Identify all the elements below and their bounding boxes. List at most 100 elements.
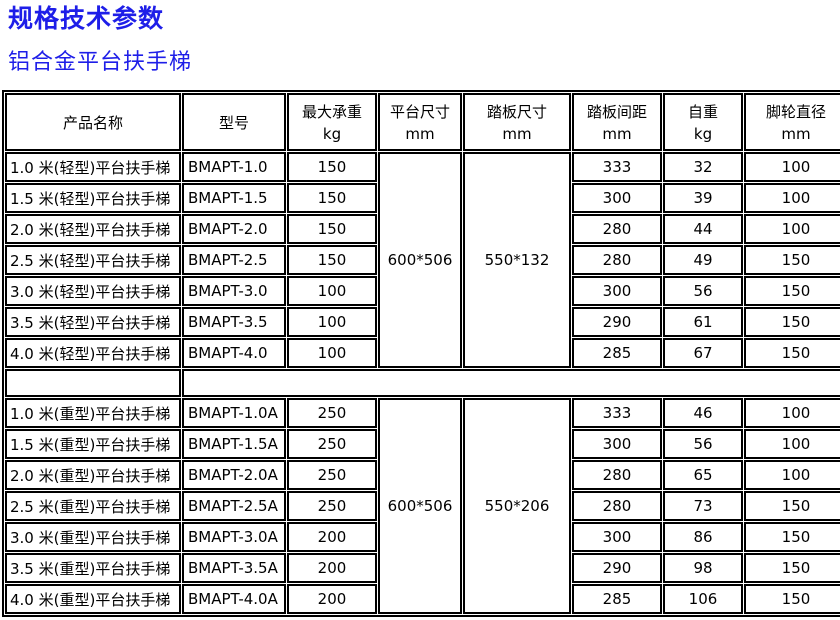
caster-diameter-cell: 150: [744, 338, 840, 368]
model-cell: BMAPT-2.5A: [182, 491, 286, 521]
table-row: 3.0 米(重型)平台扶手梯 BMAPT-3.0A 200 300 86 150: [5, 522, 840, 552]
page-title: 规格技术参数: [8, 4, 165, 33]
platform-size-cell: 600*506: [378, 398, 462, 614]
pedal-size-cell: 550*206: [463, 398, 571, 614]
max-load-cell: 150: [287, 183, 377, 213]
col-header-step-spacing: 踏板间距 mm: [572, 93, 662, 151]
product-name-cell: 1.0 米(轻型)平台扶手梯: [5, 152, 181, 182]
table-row: 1.0 米(重型)平台扶手梯 BMAPT-1.0A 250 600*506 55…: [5, 398, 840, 614]
table-row: 3.5 米(轻型)平台扶手梯 BMAPT-3.5 100 290 61 150: [5, 307, 840, 337]
step-spacing-cell: 280: [572, 245, 662, 275]
caster-diameter-cell: 150: [744, 584, 840, 614]
col-header-self-weight: 自重 kg: [663, 93, 743, 151]
step-spacing-cell: 333: [572, 152, 662, 182]
step-spacing-cell: 290: [572, 307, 662, 337]
table-row: 4.0 米(重型)平台扶手梯 BMAPT-4.0A 200 285 106 15…: [5, 584, 840, 614]
product-name-cell: 3.5 米(重型)平台扶手梯: [5, 553, 181, 583]
max-load-cell: 200: [287, 584, 377, 614]
self-weight-cell: 61: [663, 307, 743, 337]
model-cell: BMAPT-4.0A: [182, 584, 286, 614]
caster-diameter-cell: 150: [744, 553, 840, 583]
self-weight-cell: 46: [663, 398, 743, 428]
self-weight-cell: 44: [663, 214, 743, 244]
col-header-model: 型号: [182, 93, 286, 151]
table-row: 2.0 米(轻型)平台扶手梯 BMAPT-2.0 150 280 44 100: [5, 214, 840, 244]
table-row: 4.0 米(轻型)平台扶手梯 BMAPT-4.0 100 285 67 150: [5, 338, 840, 368]
self-weight-cell: 32: [663, 152, 743, 182]
table-row: 1.5 米(轻型)平台扶手梯 BMAPT-1.5 150 300 39 100: [5, 183, 840, 213]
product-name-cell: 4.0 米(轻型)平台扶手梯: [5, 338, 181, 368]
product-name-cell: 2.0 米(轻型)平台扶手梯: [5, 214, 181, 244]
caster-diameter-cell: 100: [744, 183, 840, 213]
caster-diameter-cell: 100: [744, 214, 840, 244]
step-spacing-cell: 280: [572, 460, 662, 490]
max-load-cell: 150: [287, 214, 377, 244]
step-spacing-cell: 285: [572, 338, 662, 368]
product-name-cell: 2.0 米(重型)平台扶手梯: [5, 460, 181, 490]
caster-diameter-cell: 150: [744, 307, 840, 337]
table-row: 1.5 米(重型)平台扶手梯 BMAPT-1.5A 250 300 56 100: [5, 429, 840, 459]
table-row: 3.5 米(重型)平台扶手梯 BMAPT-3.5A 200 290 98 150: [5, 553, 840, 583]
product-name-cell: 1.5 米(轻型)平台扶手梯: [5, 183, 181, 213]
max-load-cell: 100: [287, 276, 377, 306]
model-cell: BMAPT-1.5: [182, 183, 286, 213]
step-spacing-cell: 300: [572, 183, 662, 213]
header-row: 产品名称 型号 最大承重 kg 平台尺寸 mm 踏板尺寸 mm 踏板间距 mm 自重 kg…: [5, 93, 840, 151]
caster-diameter-cell: 150: [744, 522, 840, 552]
caster-diameter-cell: 100: [744, 460, 840, 490]
product-name-cell: 3.0 米(重型)平台扶手梯: [5, 522, 181, 552]
max-load-cell: 100: [287, 307, 377, 337]
platform-size-cell: 600*506: [378, 152, 462, 368]
spec-table: 产品名称 型号 最大承重 kg 平台尺寸 mm 踏板尺寸 mm 踏板间距 mm 自重 kg…: [2, 90, 840, 617]
self-weight-cell: 67: [663, 338, 743, 368]
pedal-size-cell: 550*132: [463, 152, 571, 368]
product-name-cell: 2.5 米(重型)平台扶手梯: [5, 491, 181, 521]
table-row: 2.0 米(重型)平台扶手梯 BMAPT-2.0A 250 280 65 100: [5, 460, 840, 490]
product-name-cell: 3.5 米(轻型)平台扶手梯: [5, 307, 181, 337]
product-name-cell: 2.5 米(轻型)平台扶手梯: [5, 245, 181, 275]
max-load-cell: 100: [287, 338, 377, 368]
col-header-caster-diameter: 脚轮直径 mm: [744, 93, 840, 151]
model-cell: BMAPT-4.0: [182, 338, 286, 368]
page-subtitle: 铝合金平台扶手梯: [8, 50, 193, 75]
col-header-product-name: 产品名称: [5, 93, 181, 151]
step-spacing-cell: 333: [572, 398, 662, 428]
col-header-pedal-size: 踏板尺寸 mm: [463, 93, 571, 151]
caster-diameter-cell: 100: [744, 398, 840, 428]
self-weight-cell: 56: [663, 276, 743, 306]
self-weight-cell: 98: [663, 553, 743, 583]
caster-diameter-cell: 150: [744, 245, 840, 275]
table-row: 2.5 米(轻型)平台扶手梯 BMAPT-2.5 150 280 49 150: [5, 245, 840, 275]
separator-cell: [5, 369, 181, 397]
self-weight-cell: 39: [663, 183, 743, 213]
product-name-cell: 3.0 米(轻型)平台扶手梯: [5, 276, 181, 306]
max-load-cell: 200: [287, 553, 377, 583]
self-weight-cell: 73: [663, 491, 743, 521]
model-cell: BMAPT-2.0A: [182, 460, 286, 490]
col-header-max-load: 最大承重 kg: [287, 93, 377, 151]
table-row: 2.5 米(重型)平台扶手梯 BMAPT-2.5A 250 280 73 150: [5, 491, 840, 521]
caster-diameter-cell: 100: [744, 152, 840, 182]
self-weight-cell: 49: [663, 245, 743, 275]
table-row: 1.0 米(轻型)平台扶手梯 BMAPT-1.0 150 600*506 550…: [5, 152, 840, 368]
caster-diameter-cell: 150: [744, 276, 840, 306]
model-cell: BMAPT-2.5: [182, 245, 286, 275]
col-header-platform-size: 平台尺寸 mm: [378, 93, 462, 151]
self-weight-cell: 56: [663, 429, 743, 459]
step-spacing-cell: 300: [572, 429, 662, 459]
max-load-cell: 150: [287, 152, 377, 182]
model-cell: BMAPT-3.0A: [182, 522, 286, 552]
separator-row: [5, 369, 840, 397]
product-name-cell: 1.0 米(重型)平台扶手梯: [5, 398, 181, 428]
separator-cell-wide: [182, 369, 840, 397]
max-load-cell: 150: [287, 245, 377, 275]
self-weight-cell: 86: [663, 522, 743, 552]
step-spacing-cell: 285: [572, 584, 662, 614]
product-name-cell: 4.0 米(重型)平台扶手梯: [5, 584, 181, 614]
model-cell: BMAPT-3.5A: [182, 553, 286, 583]
model-cell: BMAPT-3.0: [182, 276, 286, 306]
model-cell: BMAPT-1.5A: [182, 429, 286, 459]
table-row: 3.0 米(轻型)平台扶手梯 BMAPT-3.0 100 300 56 150: [5, 276, 840, 306]
max-load-cell: 250: [287, 429, 377, 459]
product-name-cell: 1.5 米(重型)平台扶手梯: [5, 429, 181, 459]
